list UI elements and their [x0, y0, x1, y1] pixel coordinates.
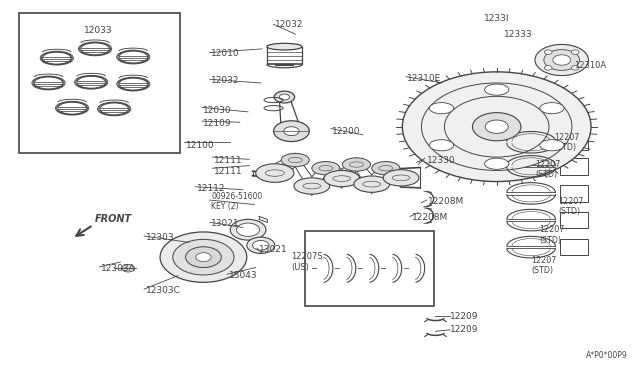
Circle shape [247, 237, 275, 253]
Bar [560, 239, 589, 255]
Circle shape [186, 247, 221, 267]
Text: 12303C: 12303C [146, 286, 181, 295]
Circle shape [160, 232, 247, 282]
Text: 1233I: 1233I [484, 14, 509, 23]
Text: 12207
(STD): 12207 (STD) [559, 197, 584, 216]
Text: 12200: 12200 [332, 126, 361, 136]
Circle shape [485, 120, 508, 134]
Text: A*P0*00P9: A*P0*00P9 [586, 351, 628, 360]
Text: 12207S
(US): 12207S (US) [291, 252, 323, 272]
Text: FRONT: FRONT [95, 214, 132, 224]
Text: 00926-51600
KEY (2): 00926-51600 KEY (2) [211, 192, 262, 211]
Text: 12209: 12209 [450, 325, 479, 334]
Circle shape [122, 264, 134, 272]
Text: 12207
(STD): 12207 (STD) [531, 256, 557, 275]
Text: 12310A: 12310A [575, 61, 607, 70]
Ellipse shape [540, 140, 564, 151]
Text: 12030: 12030 [204, 106, 232, 115]
Circle shape [544, 49, 580, 70]
Ellipse shape [540, 103, 564, 114]
Text: 12208M: 12208M [412, 213, 448, 222]
Bar [560, 158, 589, 174]
Ellipse shape [429, 103, 454, 114]
Bar [560, 134, 589, 150]
Ellipse shape [324, 170, 360, 187]
Text: 12303A: 12303A [101, 264, 136, 273]
Text: 15043: 15043 [229, 271, 257, 280]
Ellipse shape [312, 161, 340, 175]
Circle shape [545, 50, 552, 54]
Circle shape [572, 50, 579, 54]
Circle shape [572, 65, 579, 70]
Ellipse shape [256, 164, 294, 182]
Circle shape [422, 83, 572, 170]
Ellipse shape [294, 178, 330, 194]
Circle shape [545, 65, 552, 70]
Circle shape [253, 240, 269, 250]
Bar [305, 231, 434, 307]
Circle shape [196, 253, 211, 262]
Ellipse shape [342, 158, 371, 171]
Circle shape [284, 127, 299, 136]
Text: 12032: 12032 [275, 20, 303, 29]
Text: 12310E: 12310E [408, 74, 442, 83]
Bar [560, 212, 589, 228]
Text: 13021: 13021 [211, 219, 240, 228]
Text: 12010: 12010 [211, 49, 240, 58]
Ellipse shape [429, 140, 454, 151]
Text: 12333: 12333 [504, 29, 533, 39]
Circle shape [444, 96, 549, 157]
Text: 12111: 12111 [214, 167, 243, 176]
Ellipse shape [383, 170, 419, 186]
Bar [560, 185, 589, 202]
Bar [19, 13, 180, 153]
Text: 12208M: 12208M [428, 197, 464, 206]
Circle shape [237, 223, 260, 236]
Text: 12330: 12330 [427, 156, 455, 165]
Text: 12100: 12100 [186, 141, 214, 150]
Circle shape [273, 121, 309, 141]
Ellipse shape [484, 84, 509, 95]
Text: 12207
(STD): 12207 (STD) [540, 225, 564, 245]
Ellipse shape [267, 43, 302, 50]
Ellipse shape [281, 153, 309, 167]
Circle shape [553, 55, 571, 65]
Circle shape [403, 72, 591, 182]
Circle shape [230, 219, 266, 240]
Circle shape [535, 44, 589, 76]
Text: 12207
(STD): 12207 (STD) [554, 132, 579, 152]
Text: 12303: 12303 [146, 232, 175, 242]
Text: 12111: 12111 [214, 155, 243, 164]
Circle shape [274, 91, 294, 103]
Circle shape [279, 94, 289, 100]
Ellipse shape [372, 161, 400, 175]
Text: 12209: 12209 [450, 312, 479, 321]
Text: 12033: 12033 [84, 26, 112, 35]
Text: 12032: 12032 [211, 76, 239, 85]
Text: 12207
(STD): 12207 (STD) [535, 160, 561, 179]
Circle shape [472, 113, 521, 141]
Text: 12112: 12112 [197, 185, 225, 193]
Text: 12109: 12109 [204, 119, 232, 128]
Text: 13021: 13021 [259, 245, 287, 254]
Ellipse shape [484, 158, 509, 169]
Circle shape [173, 239, 234, 275]
Ellipse shape [354, 176, 390, 192]
